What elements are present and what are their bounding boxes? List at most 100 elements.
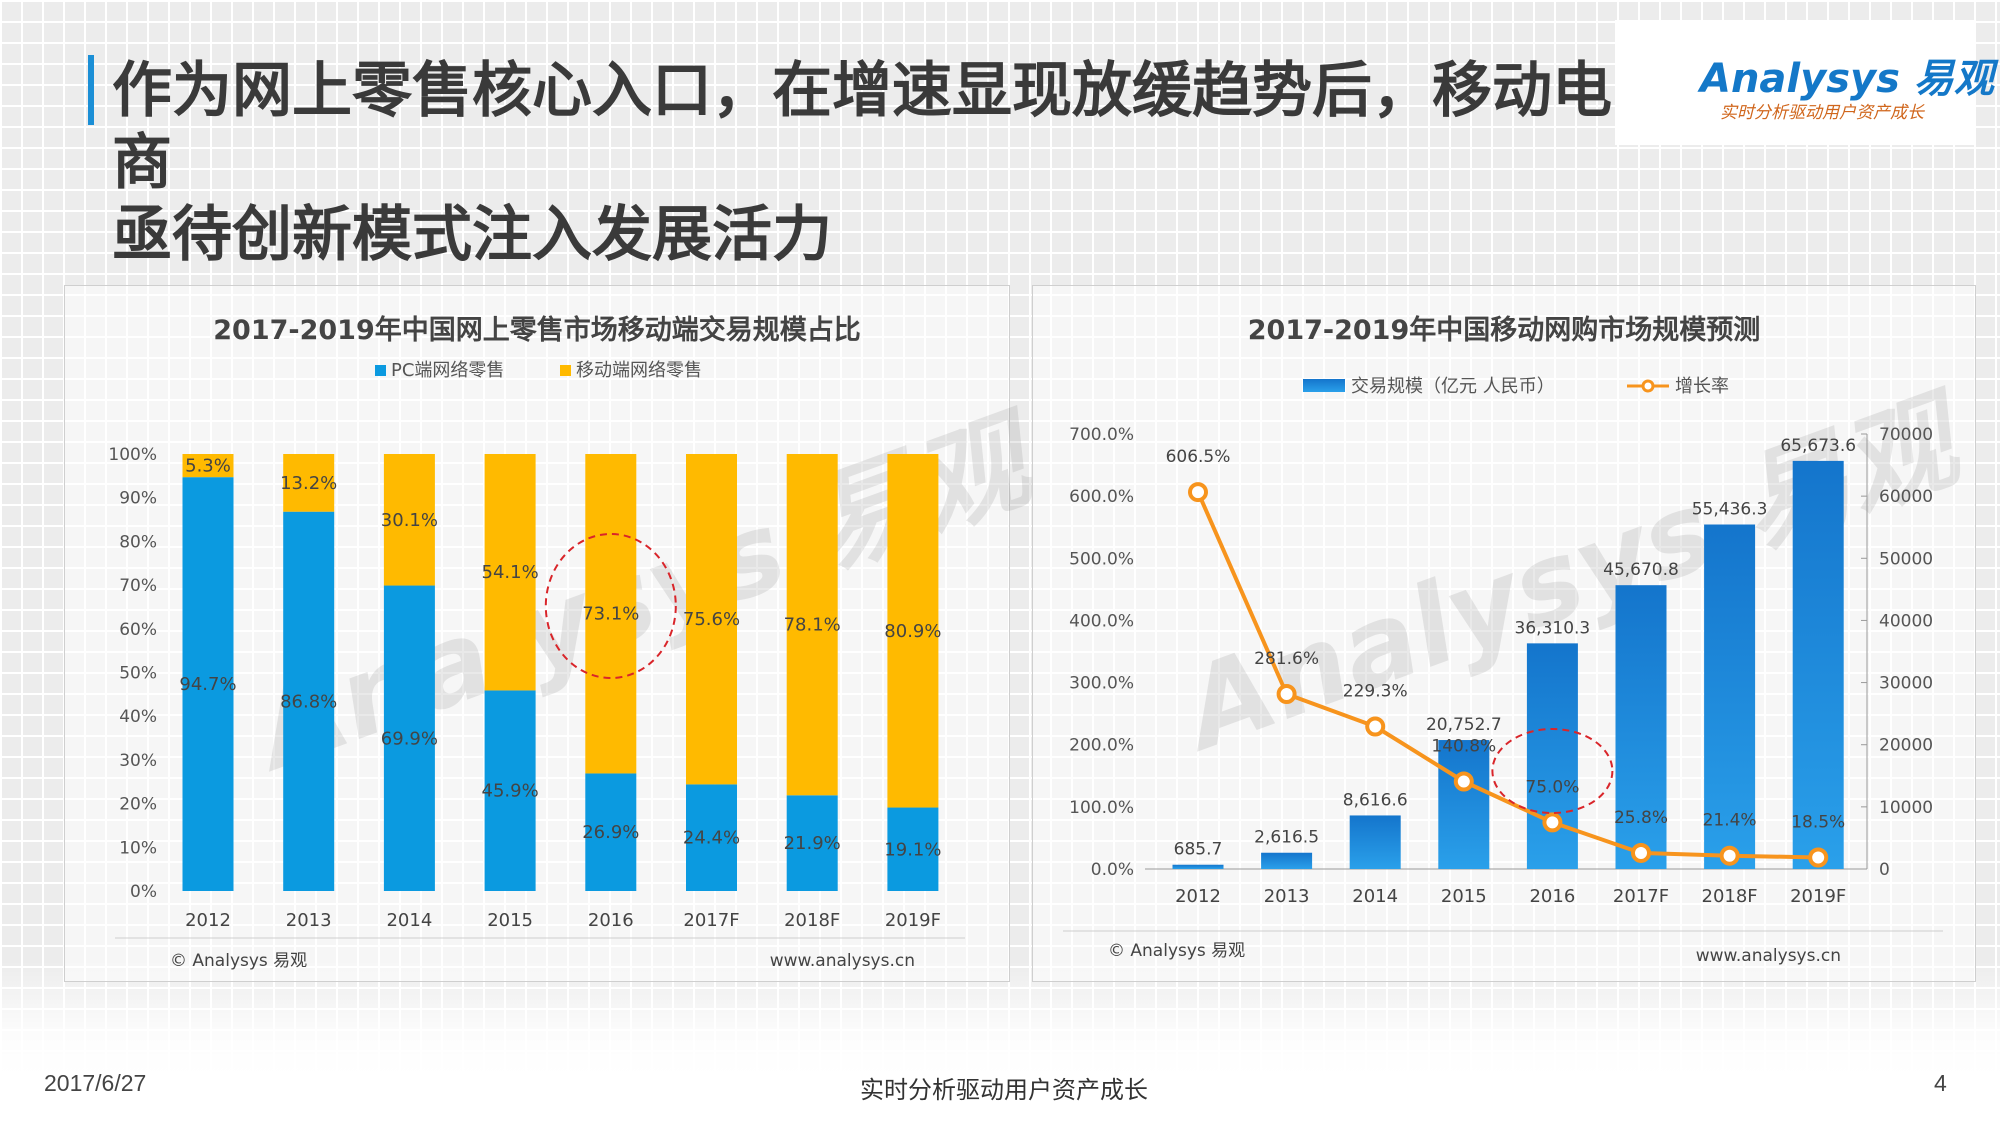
y-right-tick-label: 30000 (1879, 674, 1933, 694)
y-right-tick-label: 20000 (1879, 736, 1933, 756)
growth-point (1276, 684, 1297, 705)
x-tick-label: 2013 (1264, 886, 1310, 907)
footer-slogan: 实时分析驱动用户资产成长 (860, 1076, 1148, 1104)
bar-volume (1615, 585, 1667, 869)
growth-label: 140.8% (1431, 737, 1496, 757)
growth-label: 229.3% (1343, 682, 1408, 702)
x-tick-label: 2019F (885, 910, 941, 931)
y-left-tick-label: 300.0% (1069, 674, 1134, 694)
data-label: 73.1% (582, 604, 639, 625)
x-tick-label: 2017F (1613, 886, 1669, 907)
y-tick-label: 100% (108, 445, 157, 465)
highlight-circle (544, 533, 677, 679)
legend-swatch-mobile (560, 365, 571, 376)
bar-mobile (484, 454, 536, 691)
x-tick-label: 2018F (784, 910, 840, 931)
bar-value-label: 36,310.3 (1515, 618, 1591, 638)
page-title-line1: 作为网上零售核心入口，在增速显现放缓趋势后，移动电商 (112, 56, 1612, 198)
legend-marker-growth (1641, 379, 1655, 393)
data-label: 13.2% (280, 473, 337, 494)
growth-label: 75.0% (1525, 777, 1579, 797)
bar-mobile (383, 454, 435, 586)
bar-value-label: 45,670.8 (1603, 560, 1679, 580)
x-tick-label: 2016 (1529, 886, 1575, 907)
data-label: 30.1% (381, 510, 438, 531)
y-tick-label: 70% (119, 576, 157, 596)
chart-panel-mobile-share: Analysys 易观 2017-2019年中国网上零售市场移动端交易规模占比 P… (64, 285, 1044, 982)
bar-pc (686, 784, 737, 891)
y-tick-label: 50% (119, 664, 157, 684)
growth-label: 606.5% (1166, 447, 1231, 467)
bar-value-label: 2,616.5 (1254, 828, 1319, 848)
bar-mobile (786, 454, 838, 796)
x-tick-label: 2017F (683, 910, 739, 931)
y-right-tick-label: 70000 (1879, 425, 1933, 445)
y-tick-label: 30% (119, 751, 157, 771)
bar-pc (585, 773, 637, 891)
website-note: www.analysys.cn (770, 951, 915, 971)
bar-pc (887, 807, 939, 891)
y-tick-label: 10% (119, 838, 157, 858)
bar-volume (1526, 643, 1578, 869)
chart-panel-market-size: Analysys 易观 2017-2019年中国移动网购市场规模预测 交易规模（亿… (1032, 285, 1976, 982)
bar-mobile (887, 454, 939, 808)
y-left-tick-label: 500.0% (1069, 549, 1134, 569)
bar-pc (484, 690, 536, 891)
y-left-tick-label: 100.0% (1069, 798, 1134, 818)
y-tick-label: 20% (119, 795, 157, 815)
title-accent-bar (88, 55, 94, 125)
y-tick-label: 90% (119, 489, 157, 509)
x-tick-label: 2014 (1352, 886, 1398, 907)
x-tick-label: 2015 (487, 910, 533, 931)
growth-point (1631, 842, 1651, 863)
logo-main-text: Analysys 易观 (1700, 56, 1994, 102)
data-label: 5.3% (185, 456, 231, 477)
bar-pc (283, 511, 335, 891)
data-label: 86.8% (280, 691, 337, 712)
analysys-logo: Analysys 易观 实时分析驱动用户资产成长 (1615, 20, 1994, 145)
legend-label-mobile: 移动端网络零售 (576, 360, 702, 381)
bar-value-label: 65,673.6 (1780, 436, 1856, 456)
bar-volume (1172, 864, 1224, 869)
bar-pc (383, 585, 435, 891)
background-fade (0, 960, 2000, 1125)
y-right-tick-label: 50000 (1879, 549, 1933, 569)
legend-swatch-pc (375, 365, 386, 376)
x-tick-label: 2012 (185, 910, 231, 931)
highlight-circle (1491, 728, 1614, 814)
source-note: © Analysys 易观 (1108, 941, 1245, 961)
legend-swatch-volume (1303, 379, 1345, 392)
bar-volume (1261, 852, 1313, 869)
growth-point (1808, 847, 1829, 868)
data-label: 54.1% (482, 562, 539, 583)
bar-value-label: 8,616.6 (1343, 790, 1408, 810)
y-left-tick-label: 200.0% (1069, 736, 1134, 756)
bar-mobile (182, 454, 234, 478)
y-tick-label: 60% (119, 620, 157, 640)
y-left-tick-label: 0.0% (1091, 860, 1134, 880)
data-label: 26.9% (582, 822, 639, 843)
bar-value-label: 55,436.3 (1692, 500, 1768, 520)
growth-label: 281.6% (1254, 649, 1319, 669)
legend-label-pc: PC端网络零售 (391, 360, 504, 381)
x-tick-label: 2013 (286, 910, 332, 931)
data-label: 69.9% (381, 728, 438, 749)
logo-slogan: 实时分析驱动用户资产成长 (1720, 103, 1924, 123)
growth-point (1365, 716, 1386, 737)
bar-value-label: 20,752.7 (1426, 715, 1502, 735)
page-title-line2: 亟待创新模式注入发展活力 (112, 200, 832, 270)
page-title: 作为网上零售核心入口，在增速显现放缓趋势后，移动电商 亟待创新模式注入发展活力 (112, 55, 1652, 271)
growth-label: 18.5% (1791, 813, 1845, 833)
data-label: 94.7% (179, 674, 236, 695)
bar-mobile (283, 454, 335, 512)
y-left-tick-label: 700.0% (1069, 425, 1134, 445)
bar-value-label: 685.7 (1174, 840, 1223, 860)
bar-volume (1349, 815, 1401, 869)
x-tick-label: 2012 (1175, 886, 1221, 907)
y-left-tick-label: 600.0% (1069, 487, 1134, 507)
data-label: 21.9% (784, 833, 841, 854)
legend-label-volume: 交易规模（亿元 人民币） (1351, 376, 1555, 397)
bar-pc (786, 795, 838, 891)
y-tick-label: 0% (130, 882, 157, 902)
